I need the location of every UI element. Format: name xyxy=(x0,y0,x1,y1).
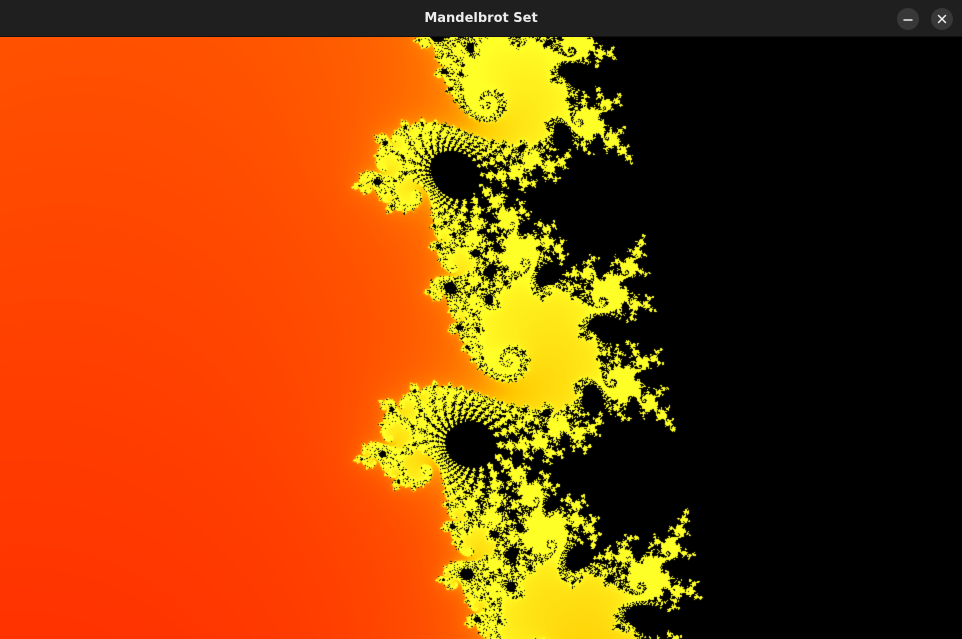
title-bar[interactable]: Mandelbrot Set xyxy=(0,0,962,37)
minimize-button[interactable] xyxy=(897,8,919,30)
close-button[interactable] xyxy=(931,8,953,30)
window-title: Mandelbrot Set xyxy=(424,11,538,26)
close-icon xyxy=(937,14,947,24)
minimize-icon xyxy=(903,19,913,21)
mandelbrot-canvas[interactable] xyxy=(0,37,962,639)
fractal-view[interactable] xyxy=(0,37,962,639)
